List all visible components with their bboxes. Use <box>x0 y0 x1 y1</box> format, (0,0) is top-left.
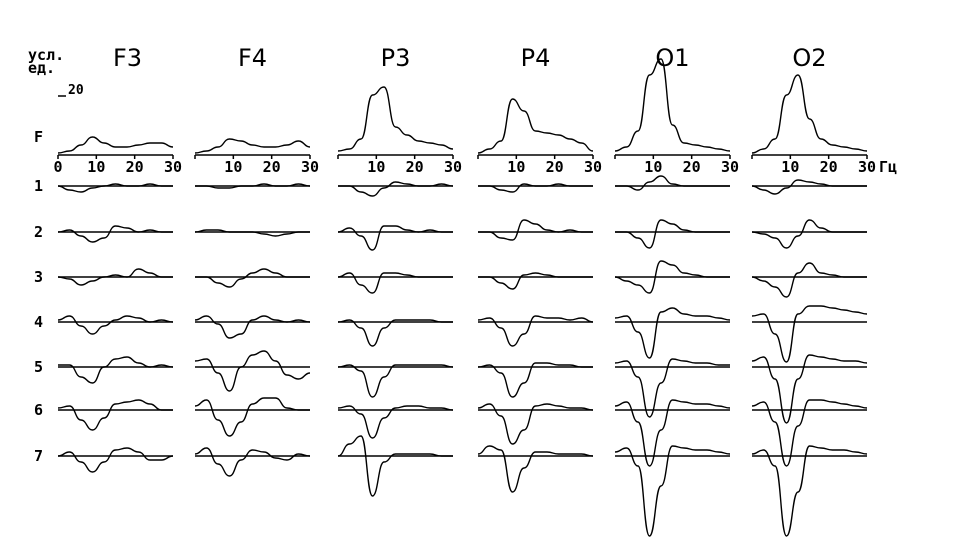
spectrum-curve <box>337 225 453 251</box>
x-tick-label: 10 <box>781 158 799 176</box>
row-label: F <box>34 128 43 146</box>
spectrum-curve <box>478 183 593 193</box>
spectrum-curve <box>614 307 731 359</box>
spectrum-curve <box>337 272 453 294</box>
row-label: 6 <box>34 401 43 419</box>
spectrum-curve <box>751 262 867 298</box>
column-title: P4 <box>521 44 551 72</box>
spectrum-curve <box>337 319 453 347</box>
x-unit: Гц <box>879 158 897 176</box>
column-title: O1 <box>655 44 689 72</box>
spectrum-curve <box>477 98 594 154</box>
x-tick-label: 0 <box>53 158 62 176</box>
spectrum-curve <box>57 447 174 473</box>
spectrum-curve <box>337 405 454 439</box>
spectrum-curve <box>614 260 730 294</box>
column-title: P3 <box>381 44 411 72</box>
spectrum-curve <box>195 268 310 288</box>
x-tick-label: 10 <box>224 158 242 176</box>
spectrum-curve <box>614 58 731 152</box>
spectrum-curve <box>194 447 311 477</box>
spectrum-curve <box>751 305 868 363</box>
row-label: 7 <box>34 447 43 465</box>
spectrum-curve <box>477 445 594 493</box>
column-title: F3 <box>113 44 142 72</box>
x-tick-label: 10 <box>87 158 105 176</box>
spectrum-curve <box>338 181 454 197</box>
x-tick-label: 30 <box>164 158 182 176</box>
x-tick-label: 20 <box>126 158 144 176</box>
x-tick-label: 20 <box>406 158 424 176</box>
spectrum-curve <box>337 364 454 398</box>
x-tick-label: 10 <box>507 158 525 176</box>
x-tick-label: 20 <box>820 158 838 176</box>
spectrum-curve <box>751 445 868 537</box>
x-tick-label: 20 <box>263 158 281 176</box>
spectrum-curve <box>751 74 868 154</box>
column-title: O2 <box>792 44 826 72</box>
spectrum-curve <box>614 399 731 467</box>
spectrum-curve <box>751 354 868 424</box>
spectrum-curve <box>57 183 173 193</box>
spectrum-curve <box>477 219 593 241</box>
scale-bar-label: 20 <box>68 83 84 98</box>
row-label: 1 <box>34 177 43 195</box>
spectrum-curve <box>478 272 593 290</box>
spectrum-curve <box>57 136 174 154</box>
spectrum-curve <box>57 268 173 286</box>
spectrum-curve <box>194 315 311 339</box>
spectrum-curve <box>477 315 594 347</box>
x-tick-label: 30 <box>721 158 739 176</box>
spectrum-curve <box>615 175 730 191</box>
row-label: 2 <box>34 223 43 241</box>
spectrum-curve <box>614 219 730 249</box>
row-label: 3 <box>34 268 43 286</box>
spectrum-curve <box>195 183 311 189</box>
spectrum-curve <box>614 445 731 537</box>
x-tick-label: 10 <box>367 158 385 176</box>
spectrum-curve <box>751 219 867 249</box>
spectrum-curve <box>477 362 593 398</box>
x-tick-label: 30 <box>858 158 876 176</box>
row-label: 5 <box>34 358 43 376</box>
spectrum-curve <box>58 356 174 384</box>
x-tick-label: 30 <box>584 158 602 176</box>
spectrum-curve <box>57 315 174 335</box>
column-title: F4 <box>238 44 267 72</box>
x-tick-label: 20 <box>683 158 701 176</box>
x-tick-label: 20 <box>546 158 564 176</box>
spectrum-curve <box>614 358 730 418</box>
spectrum-curve <box>477 403 594 445</box>
spectrum-curve <box>194 138 311 154</box>
spectrum-curve <box>57 225 173 243</box>
spectrum-curve <box>57 399 173 431</box>
spectrum-curve <box>194 350 311 392</box>
x-tick-label: 30 <box>444 158 462 176</box>
spectrum-curve <box>337 86 454 152</box>
x-tick-label: 30 <box>301 158 319 176</box>
spectrum-curve <box>194 397 310 437</box>
spectrum-curve <box>751 179 867 195</box>
x-tick-label: 10 <box>644 158 662 176</box>
y-unit: усл. ед. <box>28 46 64 77</box>
spectrum-curve <box>751 399 868 467</box>
spectrum-curve <box>194 229 310 237</box>
row-label: 4 <box>34 313 43 331</box>
spectrum-curve <box>337 435 453 497</box>
